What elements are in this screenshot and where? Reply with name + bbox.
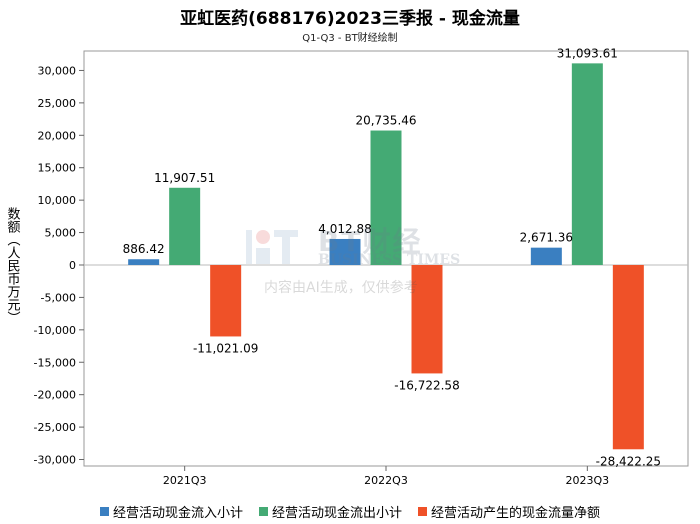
x-tick-label: 2021Q3 [163,474,207,487]
y-tick-label: -20,000 [34,389,76,402]
x-tick-label: 2023Q3 [566,474,610,487]
y-tick-label: -25,000 [34,421,76,434]
bar [411,264,443,374]
data-label: 31,093.61 [557,46,618,60]
y-tick-label: 15,000 [38,162,77,175]
chart-subtitle: Q1-Q3 - BT财经绘制 [302,33,398,44]
legend-item: 经营活动现金流入小计 [99,502,243,521]
y-tick-label: 30,000 [38,64,77,77]
bar [128,259,160,265]
legend-label: 经营活动现金流入小计 [112,506,243,521]
data-label: 20,735.46 [355,114,416,128]
y-tick-label: -30,000 [34,454,76,467]
data-label: 11,907.51 [154,171,215,185]
legend-label: 经营活动产生的现金流量净额 [431,506,601,521]
bar [169,187,201,265]
bar-series [128,63,644,450]
legend-item: 经营活动现金流出小计 [258,502,402,521]
x-tick-label: 2022Q3 [364,474,408,487]
bar [370,130,402,265]
bar [210,264,242,337]
y-tick-label: -5,000 [41,291,76,304]
legend-swatch [258,507,268,516]
legend-swatch [418,507,427,516]
y-tick-label: -10,000 [34,324,76,337]
y-tick-label: 10,000 [38,194,77,207]
chart-canvas: 30,000 25,000 20,000 15,000 10,000 5,000 0 -5,0… [34,46,689,487]
legend-item: 经营活动产生的现金流量净额 [418,502,600,521]
data-label: -16,722.58 [394,378,459,392]
y-tick-label: 25,000 [38,97,77,110]
y-tick-label: 5,000 [45,227,77,240]
legend-label: 经营活动现金流出小计 [271,506,402,521]
y-axis-label: 数额（人民币万元） [4,206,20,324]
bar [612,264,644,450]
bar [329,238,361,265]
data-label: -11,021.09 [193,341,258,355]
y-tick-label: 0 [69,259,76,272]
data-labels: 886.42 11,907.51 -11,021.09 4,012.88 20,735.… [123,46,661,468]
legend-swatch [99,507,109,516]
chart-title: 亚虹医药(688176)2023三季报 - 现金流量 [180,9,520,29]
legend: 经营活动现金流入小计 经营活动现金流出小计 经营活动产生的现金流量净额 [0,502,700,521]
data-label: -28,422.25 [596,454,661,468]
y-axis: 30,000 25,000 20,000 15,000 10,000 5,000 0 -5,0… [34,64,688,467]
bar [571,63,603,265]
y-tick-label: -15,000 [34,356,76,369]
data-label: 886.42 [123,242,165,256]
data-label: 4,012.88 [318,222,371,236]
data-label: 2,671.36 [520,231,573,245]
y-tick-label: 20,000 [38,129,77,142]
bar [530,247,562,265]
x-axis: 2021Q3 2022Q3 2023Q3 [163,466,609,487]
